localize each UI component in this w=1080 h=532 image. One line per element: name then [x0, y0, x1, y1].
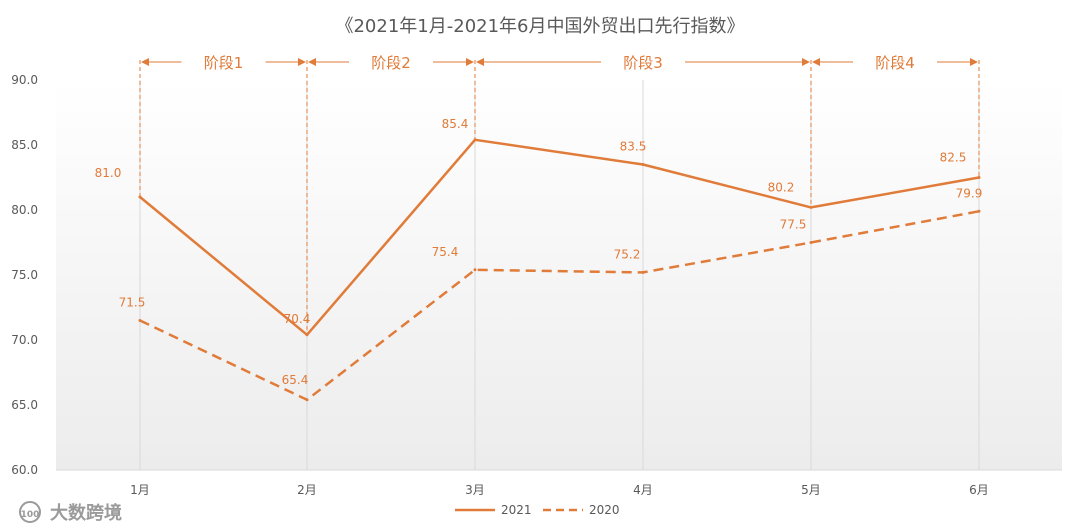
data-point-2020	[809, 241, 813, 244]
stage-layer: 阶段1 阶段2 阶段3 阶段4	[139, 54, 980, 335]
arrow-left-icon	[812, 58, 820, 66]
data-label-2021: 81.0	[95, 166, 122, 180]
x-tick-label: 5月	[801, 483, 821, 497]
series-line-2021	[139, 138, 980, 337]
data-point-2020	[473, 268, 477, 272]
arrow-right-icon	[970, 58, 978, 66]
data-point-2021	[641, 163, 645, 166]
y-tick-label: 80.0	[11, 203, 38, 217]
data-label-2021: 70.4	[284, 312, 311, 326]
y-tick-label: 70.0	[11, 333, 38, 347]
data-point-2021	[305, 333, 309, 337]
data-point-2021	[809, 205, 813, 209]
legend: 2021 2020	[455, 503, 620, 517]
series-line-2020	[139, 210, 980, 402]
axis-layer: 60.0 65.0 70.0 75.0 80.0 85.0 90.0 1月 2月 3月 4月 5月 6月	[11, 73, 1062, 497]
data-point-2020	[641, 270, 645, 274]
watermark-logo-icon: 100	[19, 501, 41, 523]
watermark-logo-text: 100	[21, 510, 40, 520]
stage-label: 阶段1	[204, 54, 244, 72]
y-tick-label: 85.0	[11, 138, 38, 152]
watermark-text: 大数跨境	[50, 502, 122, 524]
data-point-2020	[138, 319, 142, 322]
x-tick-label: 6月	[969, 483, 989, 497]
x-tick-label: 4月	[633, 483, 653, 497]
series-layer	[138, 138, 981, 402]
arrow-right-icon	[466, 58, 474, 66]
data-label-2020: 65.4	[282, 373, 309, 387]
data-point-2021	[473, 138, 477, 142]
arrow-left-icon	[308, 58, 316, 66]
data-label-2020: 71.5	[119, 296, 146, 310]
data-label-2020: 77.5	[780, 218, 807, 232]
y-tick-label: 60.0	[11, 463, 38, 477]
data-point-2020	[305, 398, 309, 402]
data-label-2020: 79.9	[956, 186, 983, 200]
data-label-2020: 75.2	[614, 247, 641, 261]
stage-label: 阶段2	[371, 54, 411, 72]
data-label-2021: 85.4	[442, 117, 469, 131]
x-tick-label: 1月	[130, 483, 150, 497]
x-tick-label: 3月	[465, 483, 485, 497]
arrow-left-icon	[476, 58, 484, 66]
y-tick-label: 75.0	[11, 268, 38, 282]
arrow-right-icon	[802, 58, 810, 66]
arrow-left-icon	[141, 58, 149, 66]
data-label-2021: 80.2	[768, 180, 795, 194]
chart-title: 《2021年1月-2021年6月中国外贸出口先行指数》	[335, 16, 744, 37]
data-label-2021: 83.5	[620, 140, 647, 154]
data-label-2020: 75.4	[432, 245, 459, 259]
x-tick-label: 2月	[297, 483, 317, 497]
plot-background	[56, 80, 1062, 470]
legend-label-2020: 2020	[589, 503, 620, 517]
y-tick-label: 90.0	[11, 73, 38, 87]
stage-label: 阶段3	[623, 54, 663, 72]
arrow-right-icon	[298, 58, 306, 66]
stage-label: 阶段4	[875, 54, 915, 72]
watermark: 100 大数跨境	[19, 501, 122, 524]
data-point-2021	[977, 176, 981, 179]
data-label-2021: 82.5	[940, 151, 967, 165]
legend-label-2021: 2021	[501, 503, 532, 517]
y-tick-label: 65.0	[11, 398, 38, 412]
label-layer: 81.0 70.4 85.4 83.5 80.2 82.5 71.5 65.4 75.4 75.2…	[95, 117, 983, 387]
data-point-2021	[138, 195, 142, 199]
data-point-2020	[977, 209, 981, 213]
